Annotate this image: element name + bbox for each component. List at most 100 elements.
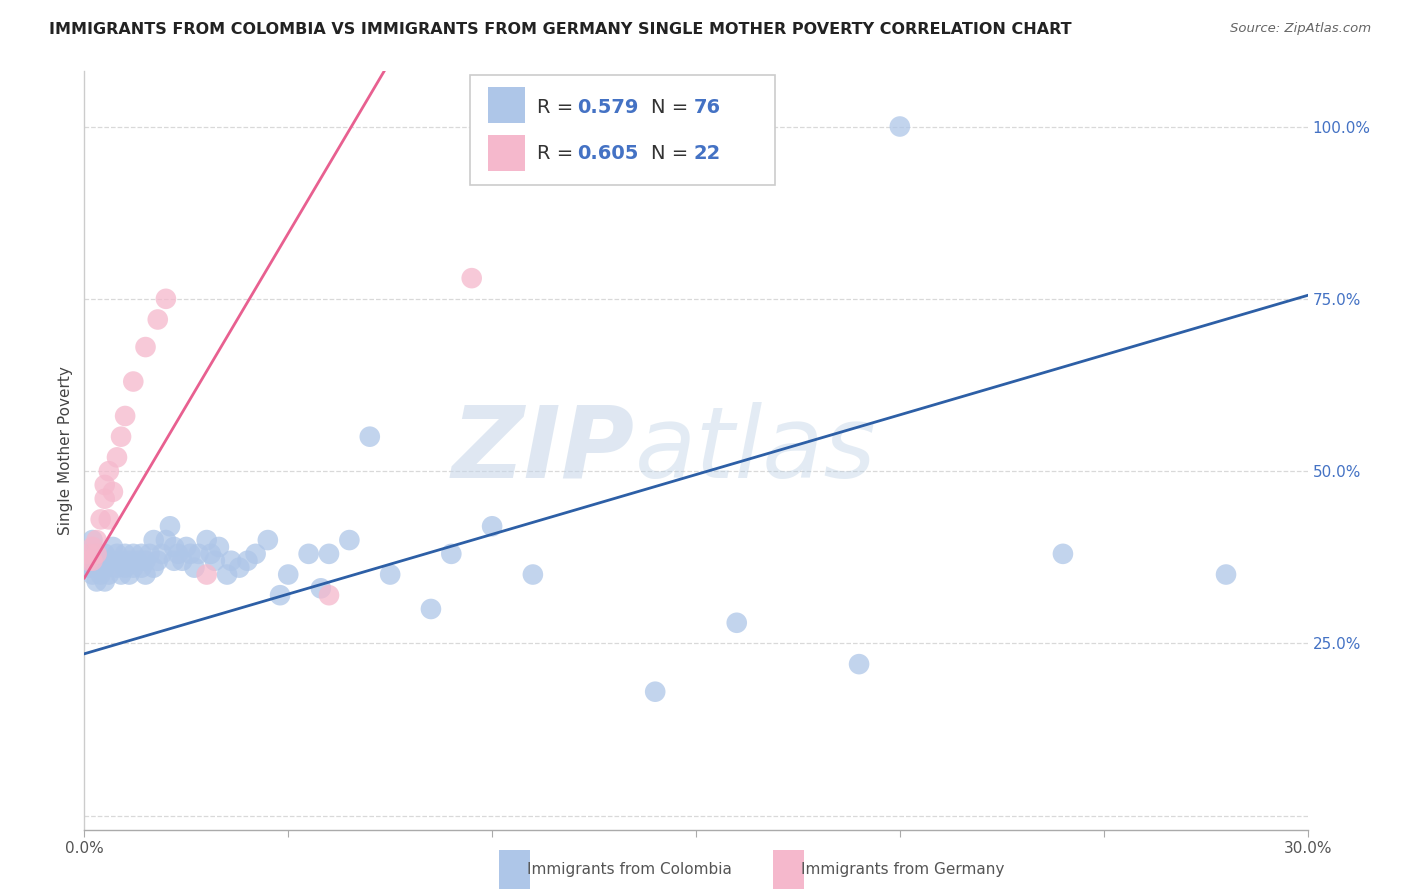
Point — [93, 560, 115, 574]
Point — [195, 567, 218, 582]
Point — [122, 375, 145, 389]
Point — [440, 547, 463, 561]
Point — [86, 547, 108, 561]
Point — [101, 484, 124, 499]
Point — [219, 554, 242, 568]
Point — [90, 512, 112, 526]
Point — [114, 409, 136, 423]
Point — [93, 574, 115, 589]
Y-axis label: Single Mother Poverty: Single Mother Poverty — [58, 366, 73, 535]
Text: Immigrants from Colombia: Immigrants from Colombia — [527, 863, 733, 877]
Point — [298, 547, 321, 561]
Point — [318, 547, 340, 561]
Point — [269, 588, 291, 602]
Point — [97, 512, 120, 526]
Point — [101, 540, 124, 554]
Point — [142, 560, 165, 574]
Text: 0.579: 0.579 — [578, 98, 638, 117]
Point — [187, 547, 209, 561]
Point — [101, 554, 124, 568]
Point — [110, 554, 132, 568]
Text: atlas: atlas — [636, 402, 876, 499]
Point — [82, 554, 104, 568]
Point — [97, 464, 120, 478]
Point — [183, 560, 205, 574]
Point — [118, 554, 141, 568]
Point — [77, 554, 100, 568]
Point — [77, 554, 100, 568]
Point — [110, 430, 132, 444]
Point — [110, 567, 132, 582]
Point — [522, 567, 544, 582]
Point — [82, 533, 104, 547]
Point — [97, 567, 120, 582]
Point — [228, 560, 250, 574]
Point — [90, 567, 112, 582]
Point — [114, 560, 136, 574]
Point — [122, 560, 145, 574]
Bar — [488, 87, 524, 123]
Point — [208, 540, 231, 554]
Text: IMMIGRANTS FROM COLOMBIA VS IMMIGRANTS FROM GERMANY SINGLE MOTHER POVERTY CORREL: IMMIGRANTS FROM COLOMBIA VS IMMIGRANTS F… — [49, 22, 1071, 37]
Point — [167, 547, 190, 561]
Point — [848, 657, 870, 672]
Point — [127, 554, 149, 568]
Point — [146, 554, 169, 568]
Point — [146, 312, 169, 326]
Point — [90, 554, 112, 568]
Point — [93, 547, 115, 561]
Text: N =: N = — [651, 145, 695, 163]
Point — [277, 567, 299, 582]
Text: N =: N = — [651, 98, 695, 117]
Point — [93, 478, 115, 492]
Point — [82, 540, 104, 554]
Point — [105, 450, 128, 465]
Point — [1052, 547, 1074, 561]
Point — [114, 547, 136, 561]
Point — [172, 554, 194, 568]
Point — [118, 567, 141, 582]
Point — [131, 560, 153, 574]
Text: Source: ZipAtlas.com: Source: ZipAtlas.com — [1230, 22, 1371, 36]
Point — [86, 547, 108, 561]
Point — [131, 547, 153, 561]
Point — [195, 533, 218, 547]
Point — [163, 554, 186, 568]
Point — [481, 519, 503, 533]
Point — [155, 292, 177, 306]
Point — [339, 533, 361, 547]
Point — [217, 567, 239, 582]
Point — [135, 554, 157, 568]
Point — [93, 491, 115, 506]
Point — [155, 533, 177, 547]
Point — [236, 554, 259, 568]
Point — [82, 554, 104, 568]
Point — [77, 560, 100, 574]
Text: 22: 22 — [693, 145, 721, 163]
Point — [135, 340, 157, 354]
Point — [200, 547, 222, 561]
Point — [204, 554, 226, 568]
Point — [82, 567, 104, 582]
Text: R =: R = — [537, 98, 579, 117]
Point — [138, 547, 160, 561]
Point — [245, 547, 267, 561]
Point — [644, 684, 666, 698]
Point — [163, 540, 186, 554]
Point — [86, 574, 108, 589]
Point — [461, 271, 484, 285]
Point — [359, 430, 381, 444]
Point — [420, 602, 443, 616]
Bar — [488, 135, 524, 171]
Point — [122, 547, 145, 561]
Text: R =: R = — [537, 145, 579, 163]
Point — [135, 567, 157, 582]
Text: 0.605: 0.605 — [578, 145, 638, 163]
Point — [889, 120, 911, 134]
Point — [86, 533, 108, 547]
Point — [380, 567, 402, 582]
Text: Immigrants from Germany: Immigrants from Germany — [801, 863, 1005, 877]
Point — [318, 588, 340, 602]
Point — [257, 533, 280, 547]
Point — [142, 533, 165, 547]
